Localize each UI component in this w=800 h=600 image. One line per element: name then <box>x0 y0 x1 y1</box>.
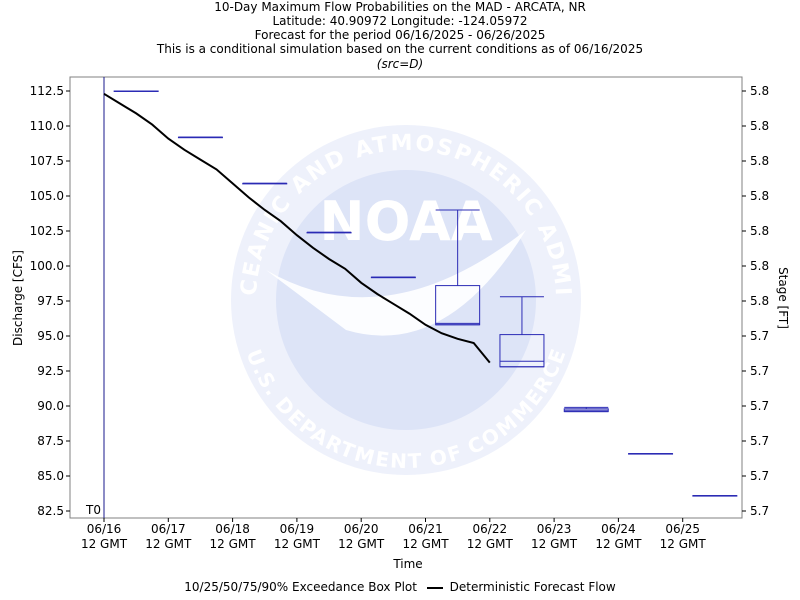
y-tick-label-right: 5.8 <box>750 154 769 168</box>
title-line-1: 10-Day Maximum Flow Probabilities on the… <box>214 0 586 14</box>
y-tick-label-left: 105.0 <box>30 189 64 203</box>
plot-frame <box>69 76 743 519</box>
y-tick-label-right: 5.8 <box>750 294 769 308</box>
y-tick-label-right: 5.8 <box>750 259 769 273</box>
y-tick-label-right: 5.7 <box>750 504 769 518</box>
y-tick-label-right: 5.8 <box>750 119 769 133</box>
y-tick-label-left: 102.5 <box>30 224 64 238</box>
y-tick-label-right: 5.8 <box>750 189 769 203</box>
x-tick-label-time: 12 GMT <box>338 537 385 551</box>
legend-line-label: Deterministic Forecast Flow <box>449 580 616 594</box>
t0-label: T0 <box>85 503 101 517</box>
title-line-3: Forecast for the period 06/16/2025 - 06/… <box>254 28 546 42</box>
y-tick-label-right: 5.7 <box>750 434 769 448</box>
y-tick-label-left: 97.5 <box>37 294 64 308</box>
box-iqr <box>435 285 481 326</box>
x-tick-label-date: 06/23 <box>537 522 572 536</box>
x-tick-label-date: 06/17 <box>151 522 186 536</box>
x-tick-label-date: 06/16 <box>87 522 122 536</box>
y-tick-label-left: 100.0 <box>30 259 64 273</box>
y-tick-label-left: 90.0 <box>37 399 64 413</box>
x-tick-label-time: 12 GMT <box>660 537 707 551</box>
y-tick-label-right: 5.8 <box>750 224 769 238</box>
y-tick-label-right: 5.8 <box>750 84 769 98</box>
source-note: (src=D) <box>376 57 424 71</box>
x-tick-label-date: 06/18 <box>215 522 250 536</box>
box-plot <box>628 453 674 455</box>
box-plot <box>370 276 416 279</box>
y-tick-label-left: 85.0 <box>37 469 64 483</box>
y-tick-label-left: 92.5 <box>37 364 64 378</box>
title-line-2: Latitude: 40.90972 Longitude: -124.05972 <box>272 14 528 28</box>
x-tick-label-time: 12 GMT <box>145 537 192 551</box>
x-tick-label-time: 12 GMT <box>81 537 128 551</box>
x-tick-label-time: 12 GMT <box>595 537 642 551</box>
y-tick-label-left: 112.5 <box>30 84 64 98</box>
watermark-noaa-text: NOAA <box>319 190 492 253</box>
y-tick-label-left: 82.5 <box>37 504 64 518</box>
y-tick-label-left: 107.5 <box>30 154 64 168</box>
watermark-bird-shape <box>266 230 526 336</box>
x-tick-label-date: 06/25 <box>665 522 700 536</box>
y-axis-label-right: Stage [FT] <box>776 267 790 329</box>
y-tick-label-right: 5.7 <box>750 329 769 343</box>
y-axis-label-left: Discharge [CFS] <box>11 250 25 346</box>
deterministic-forecast-line <box>103 92 491 364</box>
x-tick-label-time: 12 GMT <box>402 537 449 551</box>
y-tick-label-right: 5.7 <box>750 364 769 378</box>
x-tick-label-date: 06/24 <box>601 522 636 536</box>
legend: 10/25/50/75/90% Exceedance Box Plot Dete… <box>0 580 800 594</box>
x-tick-label-time: 12 GMT <box>531 537 578 551</box>
box-plot <box>242 182 288 185</box>
box-iqr <box>499 334 545 368</box>
box-plot <box>563 406 609 413</box>
x-tick-label-time: 12 GMT <box>467 537 514 551</box>
legend-line-swatch <box>426 586 443 589</box>
x-tick-label-date: 06/19 <box>280 522 315 536</box>
x-tick-label-date: 06/21 <box>408 522 443 536</box>
box-plot <box>435 209 481 326</box>
x-tick-label-time: 12 GMT <box>210 537 257 551</box>
y-tick-label-left: 110.0 <box>30 119 64 133</box>
box-plot <box>177 136 223 139</box>
y-tick-label-right: 5.7 <box>750 469 769 483</box>
y-tick-label-left: 87.5 <box>37 434 64 448</box>
box-plot <box>113 90 159 92</box>
box-plot <box>692 495 738 497</box>
x-tick-label-time: 12 GMT <box>274 537 321 551</box>
box-plot <box>306 231 352 234</box>
x-tick-label-date: 06/22 <box>473 522 508 536</box>
box-plot <box>499 296 545 368</box>
title-line-4: This is a conditional simulation based o… <box>156 42 644 56</box>
y-tick-label-left: 95.0 <box>37 329 64 343</box>
x-tick-label-date: 06/20 <box>344 522 379 536</box>
noaa-watermark: NATIONAL OCEANIC AND ATMOSPHERIC ADMINIS… <box>231 125 581 475</box>
legend-box-plot-label: 10/25/50/75/90% Exceedance Box Plot <box>184 580 417 594</box>
x-axis-label: Time <box>392 557 422 571</box>
y-tick-label-right: 5.7 <box>750 399 769 413</box>
